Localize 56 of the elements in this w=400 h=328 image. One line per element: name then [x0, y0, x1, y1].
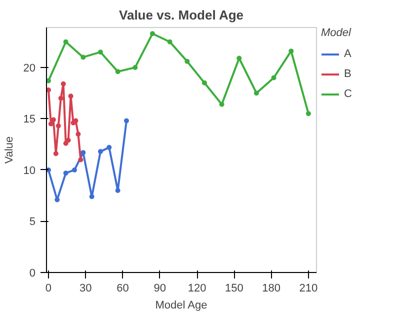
point [80, 54, 86, 60]
y-tick-label: 0 [29, 268, 36, 280]
x-tick-label: 60 [116, 282, 129, 294]
chart-title: Value vs. Model Age [119, 8, 244, 22]
point [80, 150, 86, 156]
point [219, 102, 224, 107]
point [306, 111, 311, 116]
point [63, 39, 68, 44]
x-tick-label: 150 [225, 282, 244, 294]
x-tick-label: 210 [299, 282, 318, 294]
y-tick-label: 5 [29, 216, 36, 228]
point [150, 31, 155, 36]
y-tick-label: 20 [23, 62, 36, 74]
point [72, 167, 77, 172]
point [271, 75, 276, 80]
legend-label: B [344, 68, 352, 80]
point [254, 90, 259, 96]
point [184, 58, 190, 64]
point [68, 94, 74, 99]
point [54, 197, 60, 202]
point [76, 132, 81, 137]
x-tick-label: 120 [188, 282, 206, 294]
point [58, 96, 64, 101]
point [46, 78, 51, 84]
point [167, 39, 172, 44]
y-tick-label: 10 [23, 164, 36, 177]
point [60, 81, 66, 86]
point [78, 157, 84, 162]
x-tick-label: 180 [262, 282, 280, 294]
point [98, 50, 103, 55]
point [53, 151, 58, 156]
point [56, 123, 61, 128]
point [63, 170, 68, 176]
point [124, 118, 129, 124]
legend-title: Model [321, 27, 352, 39]
point [73, 118, 78, 124]
point [202, 80, 207, 86]
legend-label: C [344, 88, 353, 100]
point [236, 56, 242, 61]
x-tick-label: 90 [154, 282, 166, 294]
point [89, 194, 94, 200]
y-tick-label: 15 [23, 114, 36, 126]
point [115, 188, 120, 193]
point [98, 149, 103, 154]
legend-label: A [344, 48, 352, 60]
y-axis-title: Value [3, 136, 16, 164]
x-tick-label: 30 [80, 282, 92, 294]
point [46, 167, 51, 172]
point [115, 69, 120, 74]
x-axis-title: Model Age [155, 300, 208, 312]
point [132, 64, 138, 70]
point [106, 144, 112, 150]
point [48, 121, 54, 126]
x-tick-label: 0 [45, 282, 52, 294]
point [46, 88, 51, 93]
point [288, 48, 294, 54]
